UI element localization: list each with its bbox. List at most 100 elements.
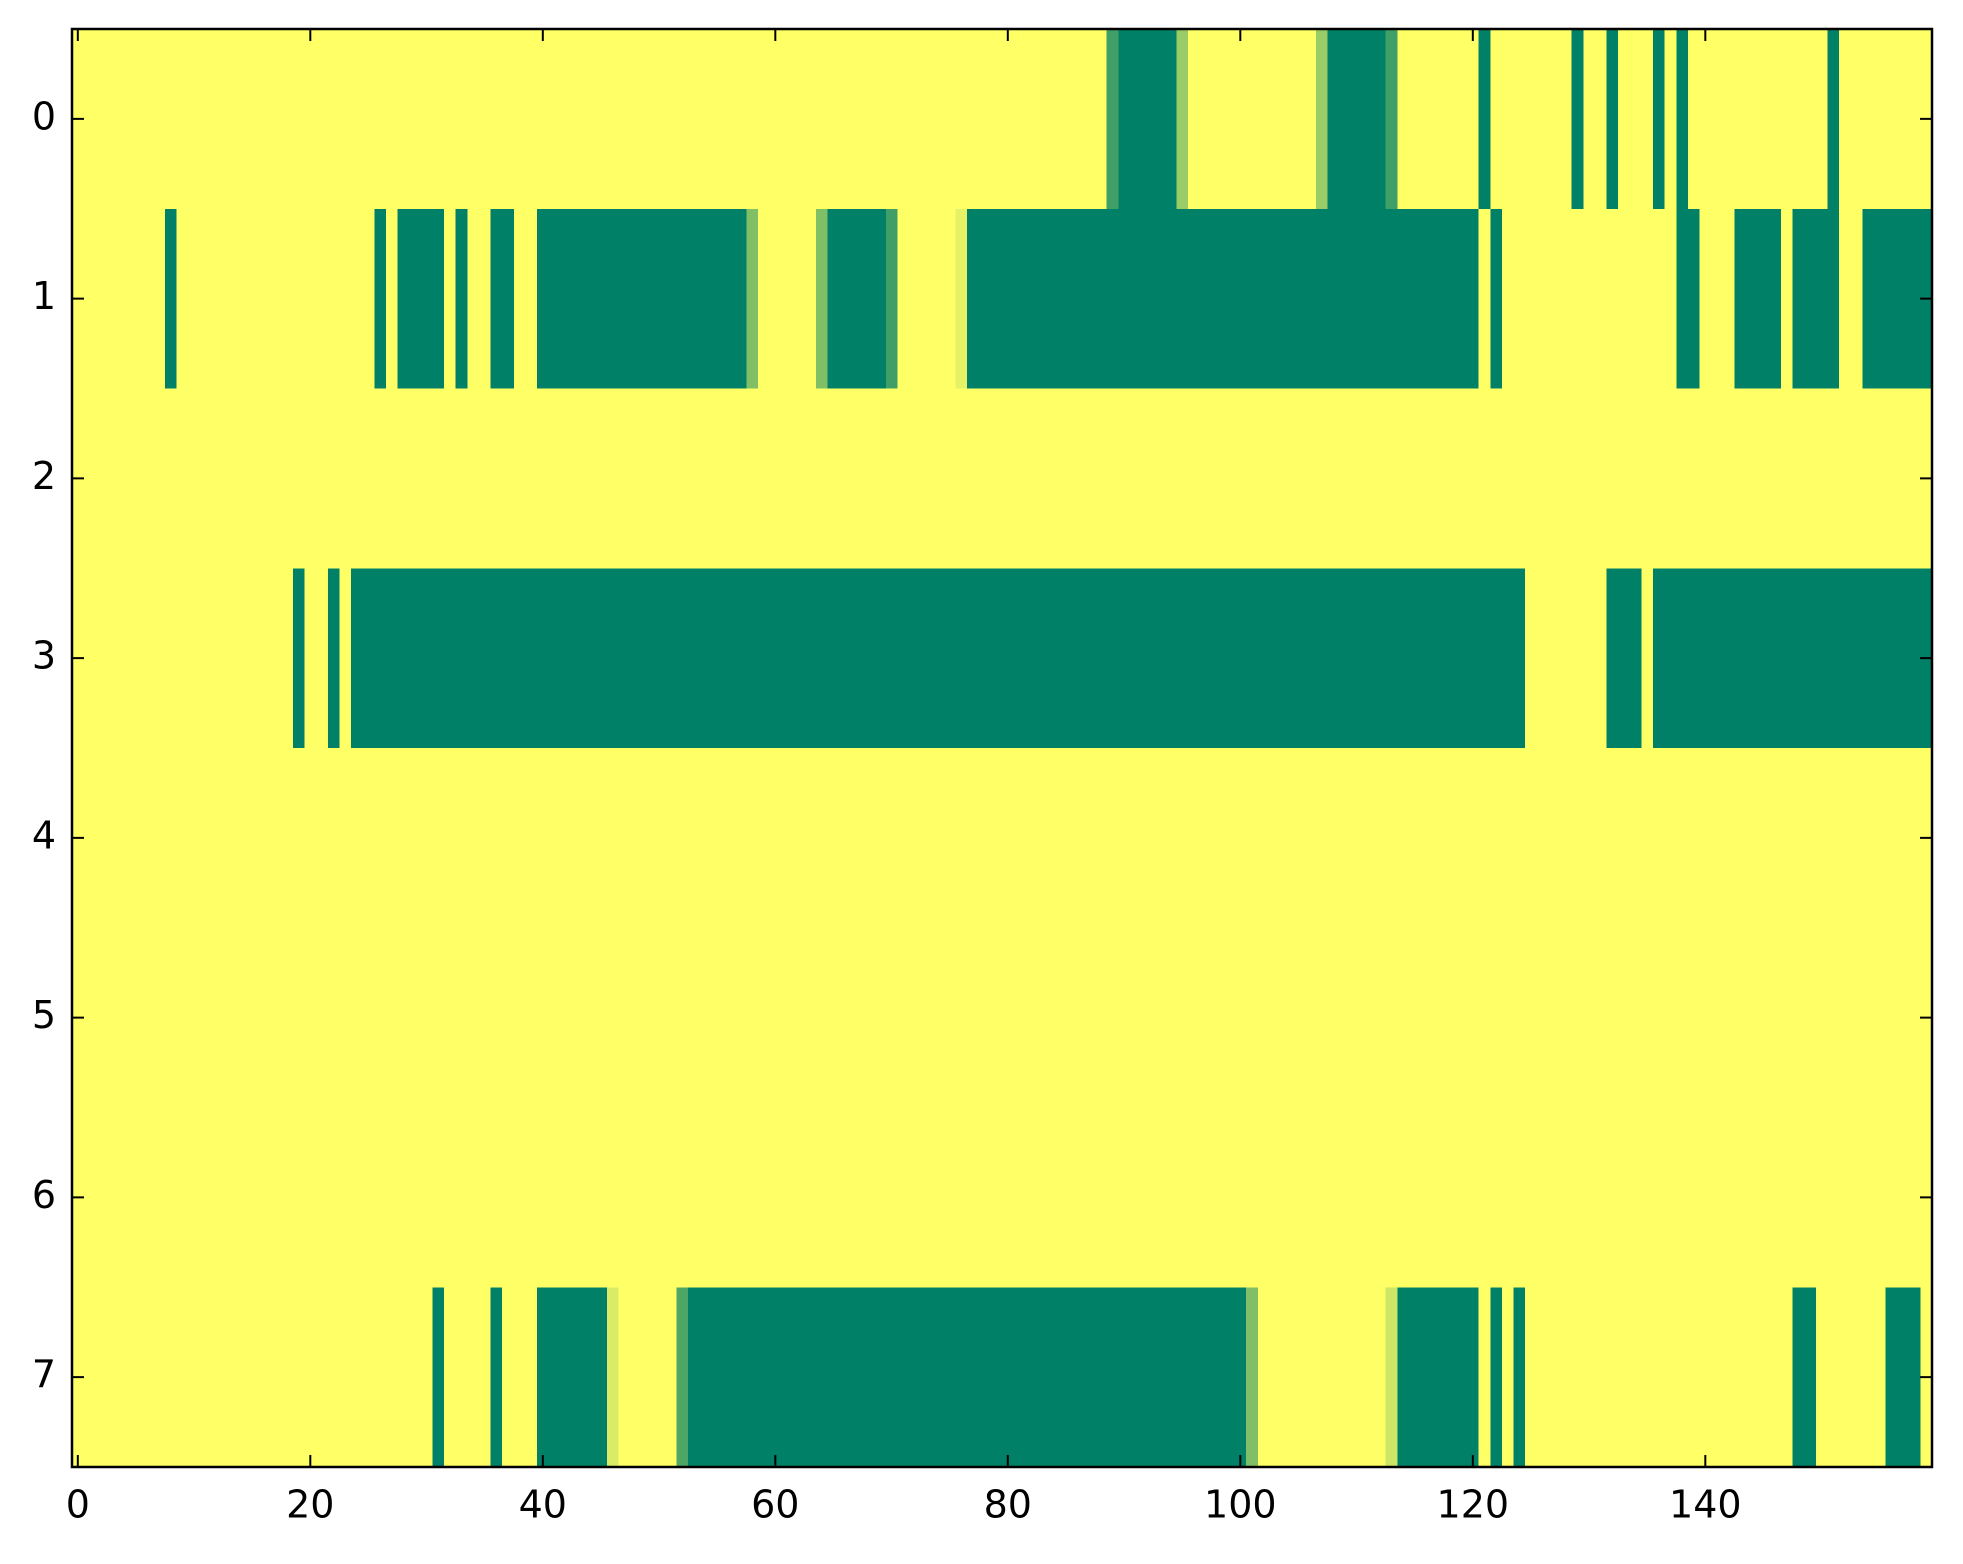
- cell: [688, 29, 701, 210]
- cell: [165, 927, 178, 1109]
- cell: [1780, 208, 1794, 390]
- cell: [478, 1107, 492, 1288]
- cell: [478, 568, 492, 749]
- cell: [1862, 208, 1875, 390]
- cell: [1641, 29, 1654, 210]
- cell: [1757, 1287, 1770, 1468]
- cell: [1095, 208, 1108, 390]
- cell: [95, 748, 108, 929]
- cell: [1687, 748, 1701, 929]
- cell: [816, 1107, 829, 1288]
- cell: [1629, 748, 1642, 929]
- cell: [630, 29, 643, 210]
- cell: [374, 927, 387, 1109]
- cell: [816, 1287, 829, 1468]
- cell: [118, 388, 131, 569]
- cell: [769, 388, 782, 569]
- cell: [583, 1107, 596, 1288]
- cell: [955, 748, 968, 929]
- cell: [1862, 388, 1875, 569]
- cell: [548, 1287, 561, 1468]
- cell: [1583, 388, 1596, 569]
- cell: [1792, 388, 1805, 569]
- cell: [1269, 1287, 1282, 1468]
- cell: [1362, 1287, 1375, 1468]
- cell: [1118, 1287, 1131, 1468]
- cell: [1618, 208, 1631, 390]
- cell: [1269, 748, 1282, 929]
- cell: [362, 1107, 375, 1288]
- cell: [1455, 927, 1468, 1109]
- cell: [1118, 568, 1131, 749]
- cell: [1222, 568, 1236, 749]
- cell: [211, 29, 224, 210]
- cell: [118, 748, 131, 929]
- cell: [1385, 1287, 1398, 1468]
- cell: [618, 388, 631, 569]
- cell: [1222, 748, 1236, 929]
- cell: [1164, 29, 1177, 210]
- cell: [525, 388, 538, 569]
- cell: [1699, 29, 1712, 210]
- cell: [385, 568, 399, 749]
- cell: [1711, 1107, 1724, 1288]
- cell: [967, 208, 980, 390]
- cell: [432, 927, 445, 1109]
- cell: [1478, 1287, 1491, 1468]
- cell: [1711, 748, 1724, 929]
- cell: [1641, 208, 1654, 390]
- cell: [385, 29, 399, 210]
- cell: [1664, 568, 1677, 749]
- cell: [583, 208, 596, 390]
- cell: [699, 748, 712, 929]
- cell: [1350, 1107, 1363, 1288]
- x-tick-label: 120: [1437, 1483, 1510, 1527]
- cell: [1780, 568, 1794, 749]
- cell: [1455, 1287, 1468, 1468]
- cell: [1653, 568, 1666, 749]
- cell: [362, 388, 375, 569]
- cell: [246, 29, 259, 210]
- cell: [1397, 568, 1410, 749]
- cell: [397, 29, 410, 210]
- cell: [746, 568, 759, 749]
- cell: [1397, 208, 1410, 390]
- cell: [455, 1107, 468, 1288]
- x-tick-label: 60: [751, 1483, 799, 1527]
- cell: [1164, 927, 1177, 1109]
- cell: [1153, 388, 1166, 569]
- cell: [316, 748, 329, 929]
- cell: [1304, 568, 1317, 749]
- cell: [316, 1287, 329, 1468]
- cell: [781, 1107, 794, 1288]
- cell: [1594, 568, 1608, 749]
- cell: [1153, 29, 1166, 210]
- cell: [746, 29, 759, 210]
- cell: [1327, 1287, 1340, 1468]
- cell: [420, 748, 433, 929]
- cell: [1234, 1107, 1247, 1288]
- cell: [106, 1287, 120, 1468]
- cell: [513, 748, 526, 929]
- cell: [246, 1287, 259, 1468]
- cell: [1676, 568, 1689, 749]
- cell: [106, 29, 120, 210]
- cell: [1839, 1287, 1852, 1468]
- cell: [258, 748, 271, 929]
- cell: [920, 927, 933, 1109]
- cell: [1606, 568, 1619, 749]
- cell: [699, 208, 712, 390]
- cell: [1199, 927, 1212, 1109]
- cell: [1885, 1287, 1898, 1468]
- cell: [699, 29, 712, 210]
- cell: [1850, 748, 1863, 929]
- cell: [676, 388, 689, 569]
- cell: [1490, 1107, 1503, 1288]
- cell: [769, 748, 782, 929]
- cell: [211, 388, 224, 569]
- cell: [1036, 1107, 1050, 1288]
- cell: [444, 927, 457, 1109]
- cell: [1106, 568, 1119, 749]
- cell: [1013, 1287, 1026, 1468]
- cell: [1525, 748, 1538, 929]
